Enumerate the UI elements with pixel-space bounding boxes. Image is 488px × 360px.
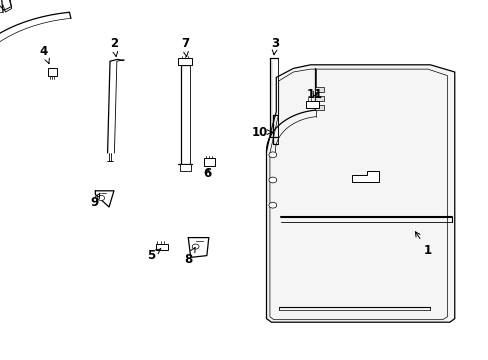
Text: 7: 7	[181, 37, 188, 57]
Circle shape	[98, 195, 104, 201]
Circle shape	[268, 177, 276, 183]
Text: 5: 5	[147, 249, 161, 262]
Text: 4: 4	[40, 45, 49, 63]
Text: 8: 8	[184, 248, 195, 266]
Bar	[48, 68, 57, 76]
Bar	[314, 105, 323, 110]
Text: 11: 11	[305, 88, 322, 101]
Text: 3: 3	[271, 37, 279, 55]
Circle shape	[268, 152, 276, 158]
Text: 9: 9	[90, 193, 100, 209]
PathPatch shape	[266, 65, 454, 322]
Bar	[314, 87, 323, 92]
Bar	[178, 58, 192, 65]
Circle shape	[268, 202, 276, 208]
Bar	[155, 244, 168, 250]
Bar	[314, 96, 323, 101]
Circle shape	[192, 244, 199, 249]
Text: 1: 1	[414, 232, 431, 257]
Bar	[204, 158, 215, 166]
Text: 10: 10	[251, 126, 271, 139]
Text: 6: 6	[203, 167, 211, 180]
Text: 2: 2	[110, 37, 118, 57]
PathPatch shape	[351, 171, 378, 182]
Bar	[180, 164, 190, 171]
Bar	[305, 101, 319, 108]
